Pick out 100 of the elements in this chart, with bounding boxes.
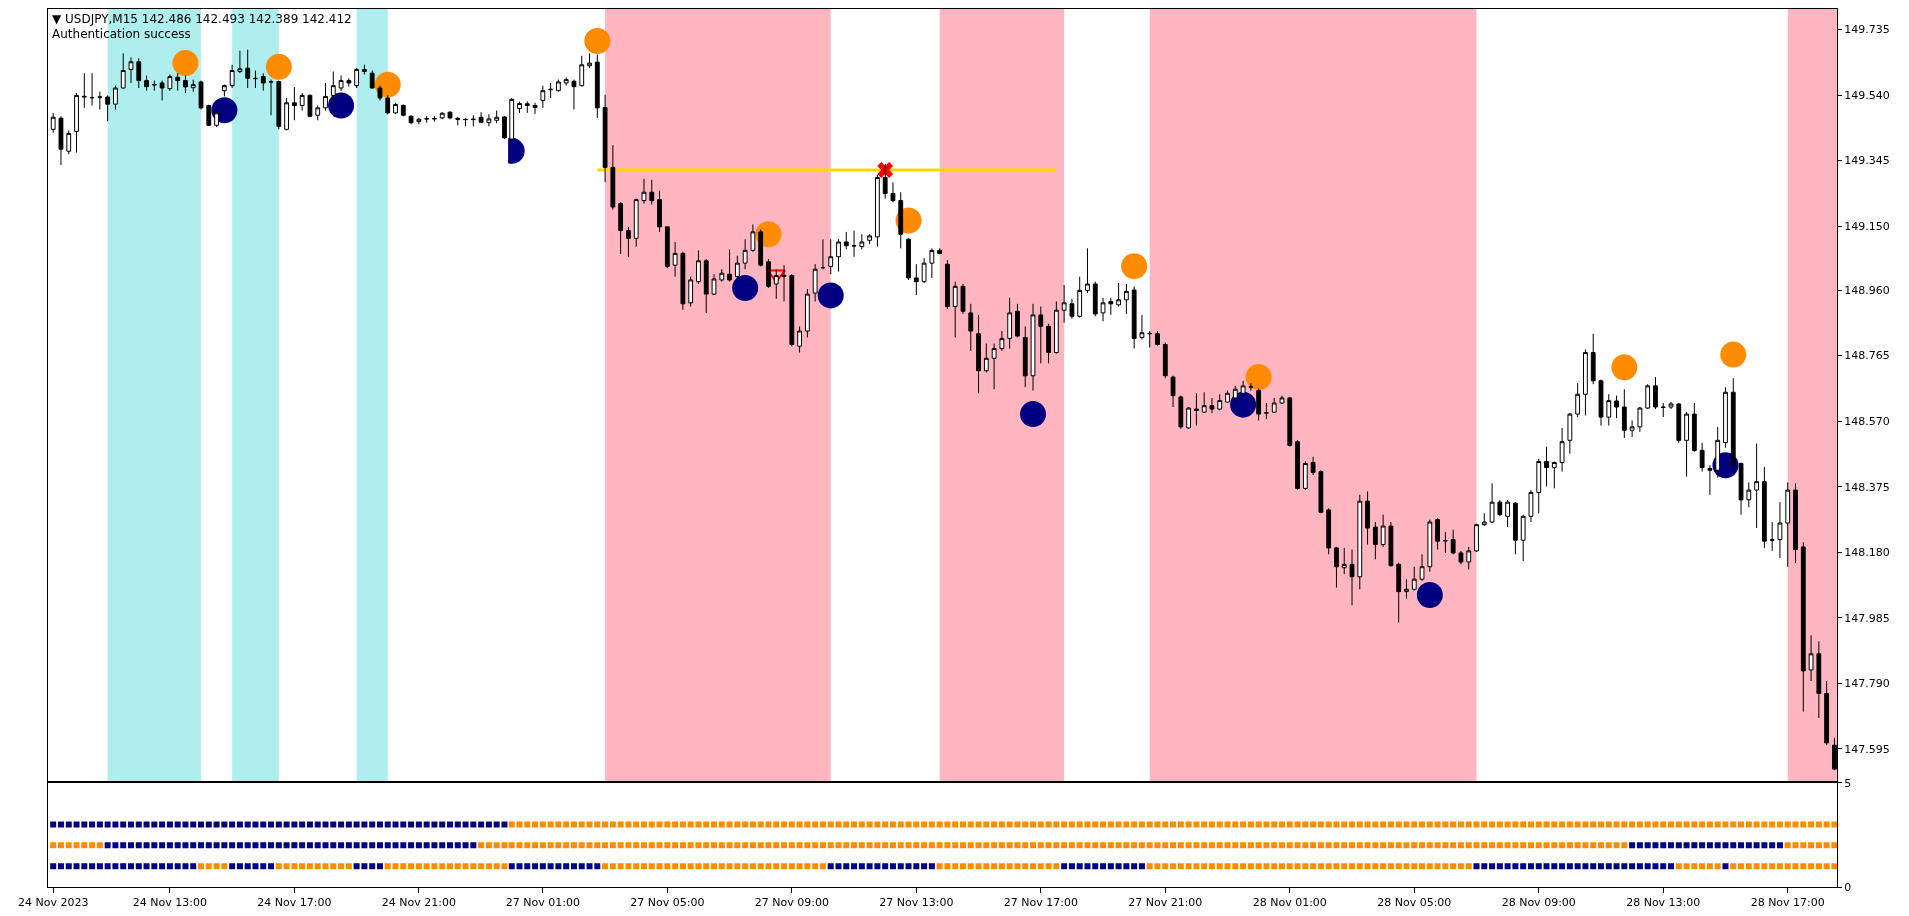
candlestick: [1808, 634, 1814, 682]
candlestick: [424, 115, 430, 124]
candlestick: [1497, 499, 1503, 517]
candlestick: [369, 70, 375, 90]
candlestick: [859, 233, 865, 250]
candlestick: [276, 80, 282, 130]
candlestick: [664, 226, 670, 269]
candlestick: [1715, 426, 1721, 479]
candlestick: [781, 264, 787, 302]
candlestick: [502, 115, 507, 140]
candlestick: [804, 288, 810, 338]
candlestick: [253, 70, 258, 89]
candlestick: [773, 268, 779, 300]
candlestick: [1349, 549, 1355, 606]
candlestick: [633, 198, 639, 248]
candlestick: [719, 268, 725, 283]
candlestick: [836, 238, 841, 273]
x-tick-label: 24 Nov 21:00: [381, 896, 456, 910]
candlestick: [711, 273, 717, 296]
candlestick: [1785, 481, 1791, 568]
candlestick: [742, 238, 748, 270]
x-tick-label: 24 Nov 13:00: [132, 896, 207, 910]
candlestick: [1730, 377, 1736, 474]
candlestick: [1676, 402, 1682, 444]
candlestick: [602, 94, 608, 183]
point: [877, 162, 894, 178]
candlestick: [820, 238, 826, 270]
point: [1416, 581, 1443, 608]
candlestick: [1536, 458, 1542, 514]
candlestick: [1318, 469, 1324, 514]
candlestick: [945, 259, 950, 310]
candlestick: [1575, 382, 1581, 418]
point: [328, 92, 355, 119]
candlestick: [463, 117, 468, 127]
y-tick-label: 148.180: [1844, 546, 1890, 560]
candlestick: [1139, 314, 1145, 340]
candlestick: [1738, 462, 1744, 516]
candlestick: [1544, 446, 1549, 487]
candlestick: [1699, 442, 1705, 473]
candlestick: [159, 80, 165, 101]
candlestick: [1108, 297, 1114, 316]
candlestick: [1396, 562, 1402, 624]
candlestick: [913, 263, 919, 296]
candlestick: [1583, 349, 1588, 416]
candlestick: [789, 273, 795, 347]
candlestick: [1660, 402, 1666, 418]
candlestick: [190, 79, 196, 93]
candlestick: [338, 75, 344, 92]
x-tick-label: 28 Nov 17:00: [1750, 896, 1825, 910]
candlestick: [1505, 499, 1511, 528]
candlestick: [81, 72, 87, 109]
candlestick: [1746, 481, 1752, 508]
candlestick: [260, 72, 266, 92]
candlestick: [1723, 386, 1728, 449]
candlestick: [1598, 378, 1604, 427]
y-tick-label: 5: [1844, 776, 1852, 790]
candlestick: [968, 303, 974, 352]
candlestick: [750, 223, 756, 253]
candlestick: [323, 82, 328, 112]
candlestick: [937, 247, 943, 255]
candlestick: [299, 92, 305, 112]
candlestick: [1326, 507, 1332, 555]
candlestick: [540, 85, 546, 109]
candlestick: [727, 248, 732, 283]
candlestick: [758, 229, 764, 268]
candlestick: [1800, 541, 1806, 713]
candlestick: [618, 201, 624, 255]
candlestick: [1824, 680, 1830, 746]
candlestick: [1092, 281, 1098, 317]
candlestick: [921, 257, 927, 284]
y-tick-label: 149.345: [1844, 154, 1890, 168]
candlestick: [175, 72, 181, 92]
x-tick-label: 27 Nov 21:00: [1128, 896, 1203, 910]
y-tick-label: 148.960: [1844, 283, 1890, 297]
candlestick: [1458, 550, 1464, 565]
candlestick: [1271, 397, 1277, 414]
candlestick: [1030, 303, 1036, 392]
candlestick: [151, 80, 157, 92]
candlestick: [1404, 578, 1409, 600]
candlestick: [1435, 517, 1441, 551]
candlestick: [447, 110, 453, 120]
point: [1611, 354, 1638, 381]
point: [1230, 391, 1257, 418]
candlestick: [1769, 521, 1775, 552]
candlestick: [1201, 391, 1207, 414]
candlestick: [1038, 306, 1044, 364]
candlestick: [393, 102, 398, 115]
point: [584, 27, 611, 54]
candlestick: [1295, 439, 1300, 491]
candlestick: [960, 283, 966, 315]
candlestick: [766, 258, 771, 289]
x-tick-label: 28 Nov 09:00: [1501, 896, 1576, 910]
y-tick-label: 147.985: [1844, 611, 1890, 625]
point: [265, 53, 292, 80]
candlestick: [1442, 531, 1448, 554]
candlestick: [524, 100, 530, 114]
point: [732, 275, 759, 302]
candlestick: [1637, 406, 1643, 433]
candlestick: [626, 226, 631, 258]
candlestick: [408, 114, 414, 125]
